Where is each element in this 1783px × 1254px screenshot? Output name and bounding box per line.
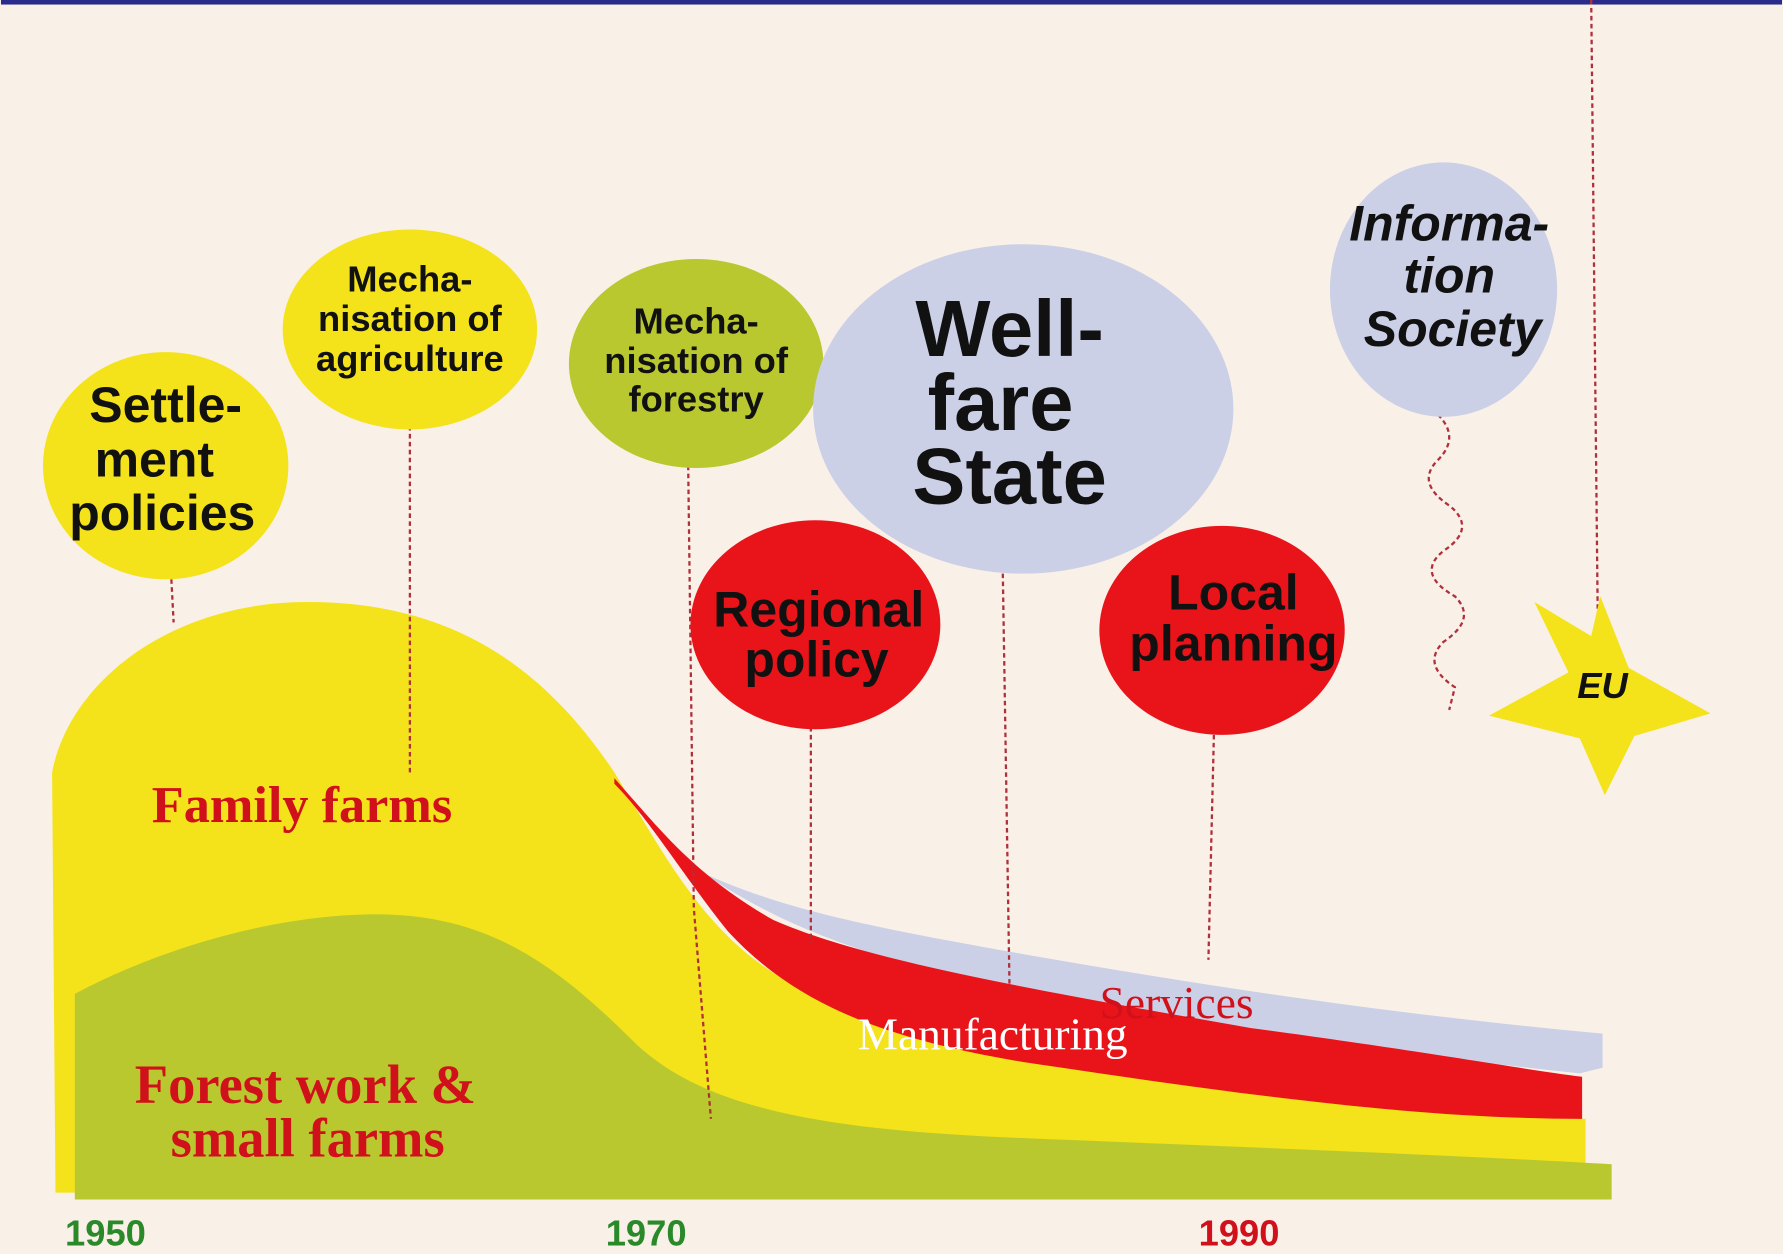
balloon-text: nisation of [318, 298, 503, 339]
top-border [1, 0, 1782, 5]
balloon-text: nisation of [604, 340, 789, 381]
area-label: Family farms [152, 776, 452, 834]
year-label: 1970 [606, 1212, 687, 1253]
balloon-text: ment [95, 432, 215, 488]
illustration: Settle- ment policies Mecha- nisation of… [0, 0, 1783, 1254]
balloon-text: Regional [713, 582, 924, 638]
area-label: Forest work & [135, 1054, 476, 1115]
balloon-text: Mecha- [634, 300, 759, 341]
balloon-text: policy [744, 632, 889, 688]
eu-label: EU [1577, 665, 1628, 706]
balloon-text: policies [69, 485, 255, 541]
balloon-text: planning [1129, 616, 1337, 672]
balloon-text: State [912, 432, 1106, 521]
area-label: Manufacturing [858, 1010, 1128, 1060]
balloon-text: Mecha- [347, 258, 472, 299]
area-label: small farms [171, 1107, 445, 1168]
balloon-text: tion [1403, 248, 1495, 304]
balloon-text: agriculture [316, 338, 504, 379]
year-label: 1950 [65, 1212, 146, 1253]
balloon-text: Settle- [89, 377, 242, 433]
balloon-text: Society [1364, 301, 1544, 357]
balloon-text: Informa- [1349, 195, 1549, 251]
year-label: 1990 [1199, 1212, 1280, 1253]
balloon-text: forestry [628, 379, 764, 420]
balloon-text: Local [1168, 565, 1299, 621]
